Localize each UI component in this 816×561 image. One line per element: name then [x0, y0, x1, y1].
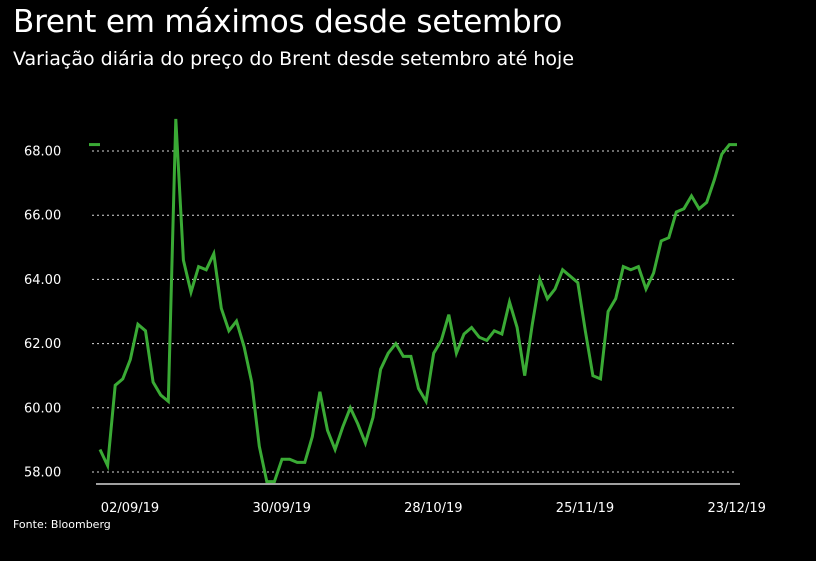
y-tick-label: 62.00 [24, 337, 61, 352]
y-tick-label: 66.00 [24, 209, 61, 224]
source-note: Fonte: Bloomberg [13, 518, 111, 531]
series-group [89, 118, 737, 484]
y-tick-label: 64.00 [24, 273, 61, 288]
x-tick-label: 25/11/19 [556, 501, 614, 516]
x-tick-label: 30/09/19 [252, 501, 310, 516]
y-axis-ticks: 58.00 60.00 62.00 64.00 66.00 68.00 [24, 145, 61, 481]
grid-lines [92, 150, 737, 473]
x-axis-ticks: 02/09/19 30/09/19 28/10/19 25/11/19 23/12/19 [101, 501, 766, 516]
x-tick-label: 23/12/19 [707, 501, 765, 516]
chart-subtitle: Variação diária do preço do Brent desde … [13, 48, 575, 70]
y-tick-label: 60.00 [24, 401, 61, 416]
series-line [98, 118, 737, 484]
x-tick-label: 02/09/19 [101, 501, 159, 516]
x-tick-label: 28/10/19 [404, 501, 462, 516]
y-tick-label: 58.00 [24, 466, 61, 481]
chart-title: Brent em máximos desde setembro [13, 4, 563, 40]
y-tick-label: 68.00 [24, 145, 61, 160]
